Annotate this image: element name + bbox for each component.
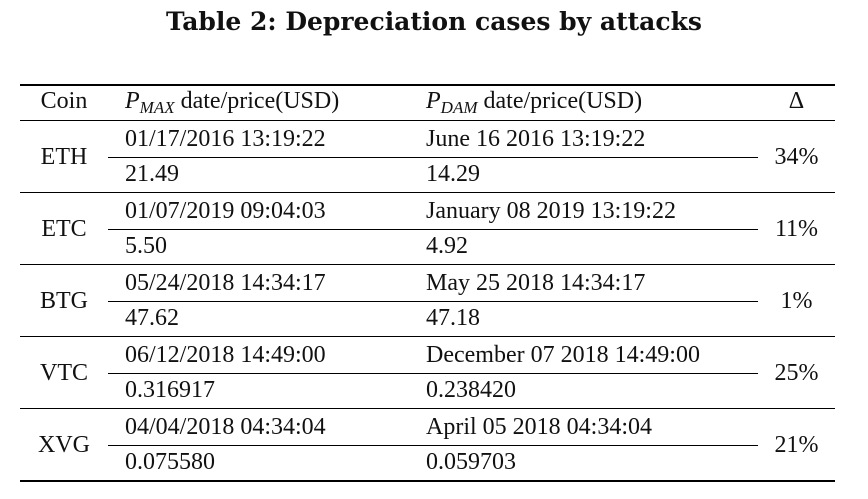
header-pdam-symbol: P (426, 88, 441, 114)
row-subrule (108, 157, 758, 159)
pmax-price-cell: 5.50 (125, 233, 167, 259)
pdam-date-cell: December 07 2018 14:49:00 (426, 342, 700, 368)
coin-cell: ETH (40, 144, 88, 170)
row-subrule (108, 445, 758, 447)
row-rule (20, 192, 835, 194)
row-subrule (108, 373, 758, 375)
delta-cell: 1% (780, 288, 813, 314)
pmax-price-cell: 0.075580 (125, 449, 215, 475)
pmax-price-cell: 47.62 (125, 305, 179, 331)
top-rule (20, 84, 835, 86)
header-pmax-symbol: P (125, 88, 140, 114)
header-rule (20, 120, 835, 122)
header-pmax: PMAX date/price(USD) (125, 86, 339, 116)
coin-cell: XVG (38, 432, 90, 458)
pmax-date-cell: 01/17/2016 13:19:22 (125, 126, 326, 152)
pdam-date-cell: June 16 2016 13:19:22 (426, 126, 646, 152)
pmax-date-cell: 06/12/2018 14:49:00 (125, 342, 326, 368)
header-pdam: PDAM date/price(USD) (426, 86, 642, 116)
header-delta: Δ (788, 88, 805, 114)
pmax-price-cell: 21.49 (125, 161, 179, 187)
delta-cell: 21% (774, 432, 819, 458)
pdam-date-cell: May 25 2018 14:34:17 (426, 270, 646, 296)
pdam-price-cell: 4.92 (426, 233, 468, 259)
header-pmax-label: date/price(USD) (174, 88, 340, 114)
header-coin: Coin (40, 88, 88, 114)
bottom-rule (20, 480, 835, 482)
pmax-date-cell: 05/24/2018 14:34:17 (125, 270, 326, 296)
delta-cell: 25% (774, 360, 819, 386)
pmax-date-cell: 01/07/2019 09:04:03 (125, 198, 326, 224)
row-subrule (108, 301, 758, 303)
delta-cell: 11% (774, 216, 819, 242)
row-rule (20, 336, 835, 338)
pdam-date-cell: April 05 2018 04:34:04 (426, 414, 652, 440)
row-subrule (108, 229, 758, 231)
row-rule (20, 408, 835, 410)
coin-cell: VTC (40, 360, 88, 386)
header-pdam-label: date/price(USD) (477, 88, 643, 114)
coin-cell: BTG (40, 288, 88, 314)
delta-cell: 34% (774, 144, 819, 170)
pdam-price-cell: 0.059703 (426, 449, 516, 475)
row-rule (20, 264, 835, 266)
pdam-price-cell: 0.238420 (426, 377, 516, 403)
pdam-price-cell: 47.18 (426, 305, 480, 331)
pmax-price-cell: 0.316917 (125, 377, 215, 403)
header-pmax-subscript: MAX (139, 98, 175, 117)
table-caption: Table 2: Depreciation cases by attacks (166, 7, 702, 36)
pdam-price-cell: 14.29 (426, 161, 480, 187)
pmax-date-cell: 04/04/2018 04:34:04 (125, 414, 326, 440)
pdam-date-cell: January 08 2019 13:19:22 (426, 198, 676, 224)
header-pdam-subscript: DAM (440, 98, 478, 117)
coin-cell: ETC (41, 216, 87, 242)
